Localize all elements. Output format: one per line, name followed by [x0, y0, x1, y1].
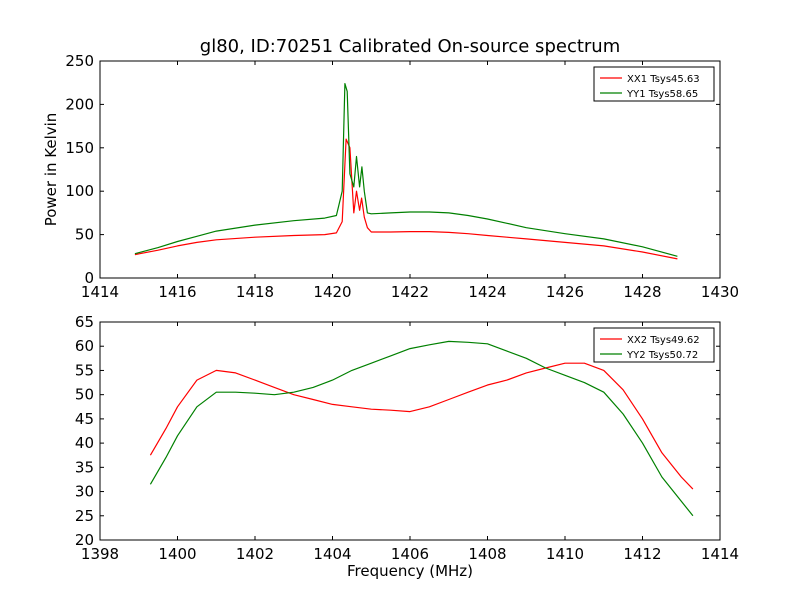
top-x-tick-label: 1420 [313, 283, 351, 301]
bottom-y-tick-label: 35 [75, 458, 94, 476]
bottom-x-tick-label: 1412 [623, 545, 661, 563]
top-x-tick-label: 1424 [468, 283, 506, 301]
top-x-tick-label: 1418 [236, 283, 274, 301]
bottom-y-tick-label: 50 [75, 386, 94, 404]
top-series-line-2 [134, 82, 678, 257]
bottom-plot: 1398 1400 1402 1404 1406 1408 1410 1412 1414 20 25… [75, 313, 739, 580]
top-x-tick-label: 1416 [158, 283, 196, 301]
top-y-tick-label: 150 [65, 139, 94, 157]
bottom-series-line-1 [149, 362, 694, 490]
bottom-x-tick-label: 1404 [313, 545, 351, 563]
bottom-x-tick-label: 1414 [701, 545, 739, 563]
top-x-tick-label: 1428 [623, 283, 661, 301]
bottom-x-tick-label: 1408 [468, 545, 506, 563]
bottom-y-tick-label: 65 [75, 313, 94, 331]
top-plot: 1414 1416 1418 1420 1422 1424 1426 1428 1430 0 50 1… [42, 52, 739, 301]
bottom-y-tick-label: 30 [75, 483, 94, 501]
bottom-x-axis-label: Frequency (MHz) [347, 562, 473, 580]
bottom-legend [593, 327, 715, 363]
bottom-x-tick-label: 1410 [546, 545, 584, 563]
top-y-tick-label: 100 [65, 182, 94, 200]
top-x-tick-label: 1430 [701, 283, 739, 301]
bottom-y-tick-label: 60 [75, 337, 94, 355]
top-series-line-1 [134, 138, 678, 260]
bottom-x-tick-label: 1400 [158, 545, 196, 563]
bottom-legend-label-1: XX2 Tsys49.62 [627, 335, 700, 346]
bottom-y-tick-label: 55 [75, 361, 94, 379]
bottom-x-tick-label: 1402 [236, 545, 274, 563]
top-legend-label-2: YY1 Tsys58.65 [626, 89, 698, 100]
bottom-legend-label-2: YY2 Tsys50.72 [626, 350, 698, 361]
top-y-tick-label: 0 [84, 269, 94, 287]
bottom-x-tick-label: 1398 [81, 545, 119, 563]
bottom-y-tick-label: 20 [75, 531, 94, 549]
top-legend [593, 66, 715, 102]
top-legend-label-1: XX1 Tsys45.63 [627, 74, 700, 85]
top-x-tick-label: 1422 [391, 283, 429, 301]
top-x-tick-label: 1414 [81, 283, 119, 301]
figure-title: gl80, ID:70251 Calibrated On-source spec… [200, 36, 620, 57]
bottom-x-tick-label: 1406 [391, 545, 429, 563]
bottom-series-line-2 [149, 340, 694, 517]
bottom-y-tick-label: 40 [75, 434, 94, 452]
top-x-tick-label: 1426 [546, 283, 584, 301]
bottom-y-tick-label: 45 [75, 410, 94, 428]
top-y-tick-label: 50 [75, 226, 94, 244]
top-y-axis-label: Power in Kelvin [42, 113, 60, 227]
top-y-tick-label: 250 [65, 52, 94, 70]
top-y-tick-label: 200 [65, 95, 94, 113]
bottom-y-tick-label: 25 [75, 507, 94, 525]
